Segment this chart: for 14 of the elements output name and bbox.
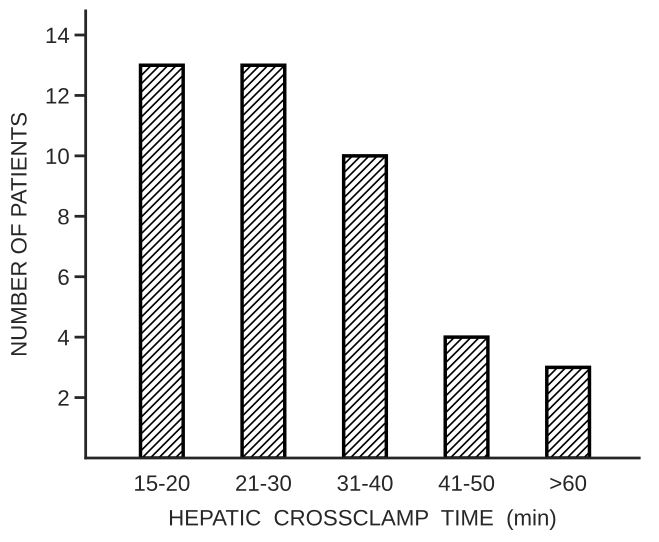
y-tick-label: 4 (58, 330, 70, 346)
x-tick-label: >60 (550, 475, 586, 491)
y-tick-label: 10 (46, 148, 69, 164)
y-tick-label: 12 (46, 88, 69, 104)
x-axis-title: HEPATIC CROSSCLAMP TIME (min) (170, 509, 556, 530)
y-tick-label: 2 (58, 390, 69, 406)
x-tick-label: 15-20 (135, 475, 190, 491)
y-tick-label: 6 (58, 269, 69, 285)
x-tick-label: 31-40 (337, 475, 393, 491)
y-tick-label: 14 (46, 28, 70, 44)
x-tick-label: 41-50 (438, 475, 494, 491)
y-tick-label: 8 (58, 208, 69, 225)
y-axis-title: NUMBER OF PATIENTS (10, 112, 27, 356)
x-tick-label: 21-30 (236, 475, 291, 491)
